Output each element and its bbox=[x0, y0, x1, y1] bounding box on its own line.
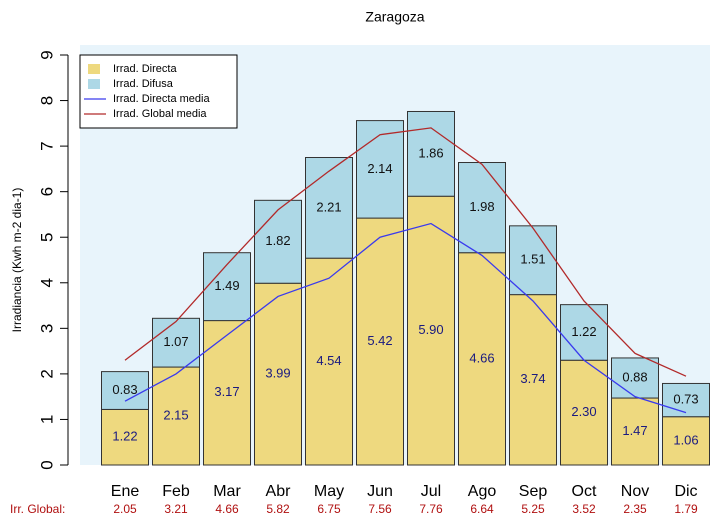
y-tick-label: 4 bbox=[37, 278, 56, 287]
bar-segment bbox=[305, 157, 353, 259]
bar-segment bbox=[101, 408, 149, 466]
legend-swatch bbox=[88, 64, 100, 74]
data-label: 1.98 bbox=[469, 199, 494, 214]
legend-box bbox=[79, 54, 238, 129]
x-tick-label: Dic bbox=[674, 483, 697, 500]
x-tick-label: Ene bbox=[111, 483, 140, 500]
legend-label: Irrad. Directa bbox=[113, 63, 177, 75]
x-tick-label: May bbox=[314, 483, 344, 500]
global-value: 5.25 bbox=[521, 502, 545, 516]
data-label: 5.42 bbox=[367, 333, 392, 348]
bar-segment bbox=[611, 397, 659, 466]
global-value: 6.75 bbox=[317, 502, 341, 516]
x-tick-label: Oct bbox=[572, 483, 597, 500]
data-label: 4.66 bbox=[469, 350, 494, 365]
global-value: 5.82 bbox=[266, 502, 290, 516]
y-tick-label: 6 bbox=[37, 187, 56, 196]
global-value: 4.66 bbox=[215, 502, 239, 516]
y-tick-label: 2 bbox=[37, 369, 56, 378]
line-series bbox=[124, 222, 687, 414]
data-label: 2.15 bbox=[163, 407, 188, 422]
bar-segment bbox=[458, 162, 506, 254]
bar-segment bbox=[203, 320, 251, 466]
bar-segment bbox=[560, 359, 608, 466]
bar-segment bbox=[407, 195, 455, 466]
bar-segment bbox=[152, 366, 200, 466]
y-tick-label: 9 bbox=[37, 50, 56, 59]
bar-segment bbox=[152, 317, 200, 368]
global-value: 2.35 bbox=[623, 502, 647, 516]
data-label: 1.22 bbox=[571, 324, 596, 339]
bar-segment bbox=[458, 252, 506, 466]
bar-segment bbox=[662, 382, 710, 418]
x-tick-label: Sep bbox=[519, 483, 548, 500]
global-value: 6.64 bbox=[470, 502, 494, 516]
y-tick-label: 3 bbox=[37, 324, 56, 333]
global-value: 7.56 bbox=[368, 502, 392, 516]
data-label: 1.51 bbox=[520, 252, 545, 267]
data-label: 0.73 bbox=[673, 392, 698, 407]
global-value: 3.21 bbox=[164, 502, 188, 516]
data-label: 0.88 bbox=[622, 369, 647, 384]
global-value: 3.52 bbox=[572, 502, 596, 516]
chart-title: Zaragoza bbox=[365, 9, 424, 25]
bar-segment bbox=[254, 199, 302, 284]
bar-segment bbox=[305, 257, 353, 466]
global-value: 2.05 bbox=[113, 502, 137, 516]
data-label: 3.17 bbox=[214, 384, 239, 399]
y-tick-label: 1 bbox=[37, 415, 56, 424]
bar-segment bbox=[662, 416, 710, 466]
data-label: 0.83 bbox=[112, 382, 137, 397]
global-label: Irr. Global: bbox=[10, 502, 65, 516]
x-tick-label: Abr bbox=[266, 483, 292, 500]
line-series bbox=[124, 127, 687, 377]
bar-segment bbox=[407, 110, 455, 197]
x-tick-label: Mar bbox=[213, 483, 241, 500]
x-tick-label: Ago bbox=[468, 483, 497, 500]
bar-segment bbox=[356, 217, 404, 466]
bar-segment bbox=[509, 294, 557, 466]
x-tick-label: Jul bbox=[421, 483, 441, 500]
legend-swatch bbox=[88, 79, 100, 89]
data-label: 1.07 bbox=[163, 334, 188, 349]
data-label: 5.90 bbox=[418, 322, 443, 337]
data-label: 2.14 bbox=[367, 161, 392, 176]
data-label: 1.49 bbox=[214, 278, 239, 293]
bar-segment bbox=[611, 357, 659, 399]
y-tick-label: 8 bbox=[37, 96, 56, 105]
data-label: 1.47 bbox=[622, 423, 647, 438]
data-label: 4.54 bbox=[316, 353, 341, 368]
global-value: 1.79 bbox=[674, 502, 698, 516]
y-tick-label: 5 bbox=[37, 232, 56, 241]
data-label: 1.82 bbox=[265, 233, 290, 248]
bar-segment bbox=[254, 282, 302, 466]
data-label: 1.86 bbox=[418, 145, 443, 160]
x-tick-label: Nov bbox=[621, 483, 649, 500]
data-label: 1.22 bbox=[112, 429, 137, 444]
legend-label: Irrad. Global media bbox=[113, 108, 207, 120]
y-axis-label: Irradiancia (Kwh m-2 dia-1) bbox=[10, 188, 24, 333]
x-tick-label: Feb bbox=[162, 483, 190, 500]
data-label: 3.99 bbox=[265, 366, 290, 381]
legend-label: Irrad. Directa media bbox=[113, 93, 210, 105]
bar-segment bbox=[101, 371, 149, 410]
bar-segment bbox=[356, 120, 404, 219]
legend-label: Irrad. Difusa bbox=[113, 78, 174, 90]
y-tick-label: 0 bbox=[37, 460, 56, 469]
global-value: 7.76 bbox=[419, 502, 443, 516]
y-tick-label: 7 bbox=[37, 141, 56, 150]
bar-segment bbox=[509, 225, 557, 296]
data-label: 2.30 bbox=[571, 404, 596, 419]
bar-segment bbox=[560, 304, 608, 361]
data-label: 1.06 bbox=[673, 432, 698, 447]
data-label: 3.74 bbox=[520, 371, 545, 386]
x-tick-label: Jun bbox=[367, 483, 393, 500]
data-label: 2.21 bbox=[316, 199, 341, 214]
